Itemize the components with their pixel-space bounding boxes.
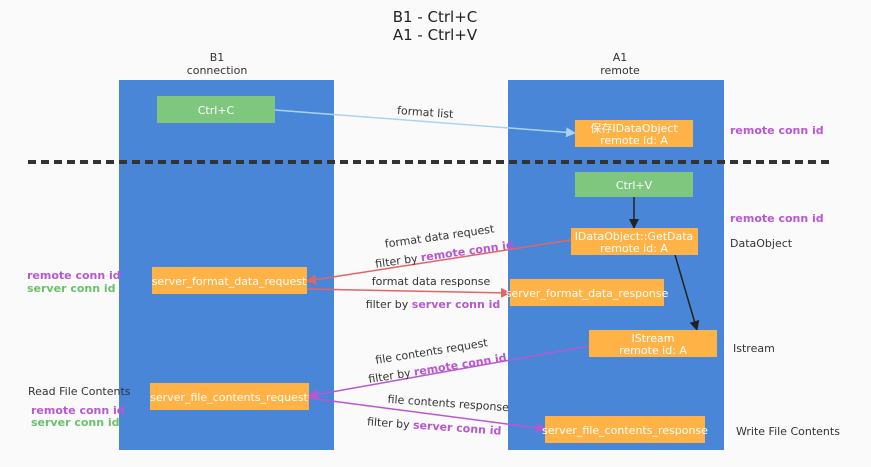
right-remote-conn-id-1: remote conn id [730,124,824,137]
label-write-file-contents: Write File Contents [736,425,840,438]
node-ctrl-c: Ctrl+C [157,96,275,123]
left-remote-conn-id-2: remote conn id [31,404,125,417]
b1-column-name: B1 [210,51,225,64]
node-getdata: IDataObject::GetData remote id: A [571,228,698,255]
label-format-list: format list [397,104,455,121]
svg-text:server_format_data_request: server_format_data_request [152,275,307,288]
title-line-1: B1 - Ctrl+C [393,8,478,26]
arrow-format-data-response [306,287,511,298]
node-server-file-contents-response: server_file_contents_response [542,416,708,443]
label-dataobject: DataObject [730,237,793,250]
svg-text:Ctrl+V: Ctrl+V [616,179,653,192]
left-remote-conn-id-1: remote conn id [27,269,121,282]
arrow-getdata-istream [674,254,700,331]
title-line-2: A1 - Ctrl+V [393,26,478,44]
a1-column-name: A1 [613,51,628,64]
left-server-conn-id-2: server conn id [31,416,120,429]
arrow-format-list [274,109,576,138]
svg-text:remote id: A: remote id: A [619,344,687,357]
svg-text:remote id: A: remote id: A [600,242,668,255]
arrow-format-data-request [306,239,572,285]
right-remote-conn-id-2: remote conn id [730,212,824,225]
label-format-data-response: format data response [372,275,491,288]
svg-text:server_format_data_response: server_format_data_response [506,287,669,300]
b1-column-sub: connection [187,64,248,77]
svg-text:remote id: A: remote id: A [600,134,668,147]
svg-text:server_file_contents_response: server_file_contents_response [542,424,708,437]
node-server-format-data-response: server_format_data_response [506,279,669,306]
label-filter-server-1: filter by server conn id [366,298,501,311]
arrow-file-contents-request [308,345,590,400]
label-filter-server-2: filter by server conn id [367,415,502,437]
node-save-dataobject: 保存IDataObject remote id: A [575,120,693,147]
label-read-file-contents: Read File Contents [28,385,131,398]
svg-text:Ctrl+C: Ctrl+C [198,104,235,117]
svg-text:保存IDataObject: 保存IDataObject [590,121,678,135]
left-server-conn-id-1: server conn id [27,282,116,295]
svg-text:IStream: IStream [631,332,674,345]
svg-text:server_file_contents_request: server_file_contents_request [150,391,308,404]
svg-text:IDataObject::GetData: IDataObject::GetData [575,230,694,243]
arrow-file-contents-response [308,397,546,433]
node-server-format-data-request: server_format_data_request [152,267,307,294]
node-ctrl-v: Ctrl+V [575,172,693,197]
label-istream: Istream [733,342,775,355]
node-server-file-contents-request: server_file_contents_request [150,383,309,410]
a1-column-sub: remote [600,64,640,77]
node-istream: IStream remote id: A [589,330,717,357]
